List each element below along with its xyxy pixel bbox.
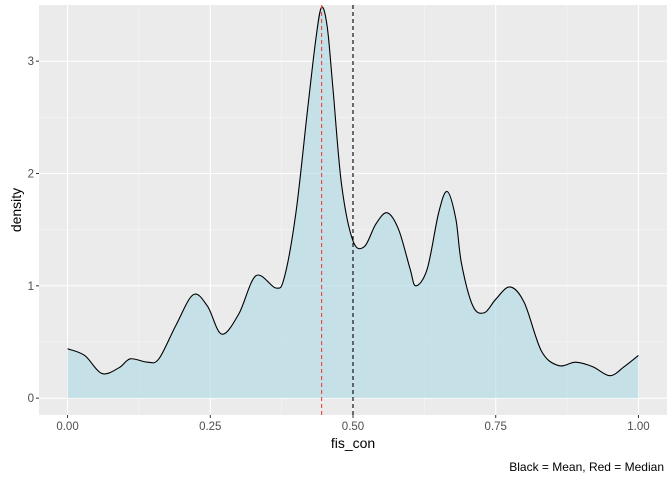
- y-tick-label: 2: [28, 168, 34, 180]
- y-axis-ticks: 0 1 2 3: [28, 56, 39, 405]
- y-tick-label: 1: [28, 281, 34, 293]
- x-tick-label: 0.75: [485, 421, 507, 433]
- x-tick-label: 0.00: [56, 421, 78, 433]
- x-tick-label: 0.50: [342, 421, 364, 433]
- y-tick-label: 3: [28, 56, 34, 68]
- x-axis-title: fis_con: [331, 435, 375, 451]
- x-tick-label: 0.25: [199, 421, 221, 433]
- density-curve: [67, 6, 639, 377]
- caption: Black = Mean, Red = Median: [509, 460, 664, 474]
- density-area: [67, 6, 639, 399]
- y-axis-title: density: [8, 188, 24, 232]
- x-axis-ticks: 0.00 0.25 0.50 0.75 1.00: [56, 415, 650, 433]
- x-tick-label: 1.00: [627, 421, 649, 433]
- y-tick-label: 0: [28, 393, 34, 405]
